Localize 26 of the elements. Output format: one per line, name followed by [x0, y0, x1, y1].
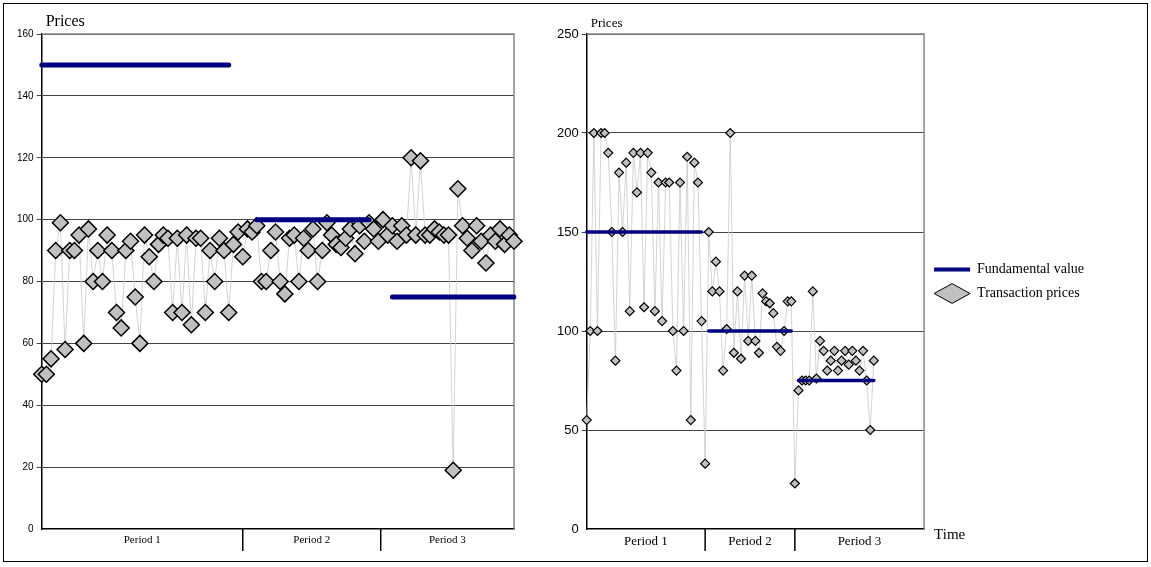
- text: Period 1: [624, 532, 668, 548]
- y-axis-title: Prices: [45, 12, 85, 30]
- y-tick-label: 140: [17, 89, 35, 101]
- text: Period 1: [123, 533, 161, 546]
- x-axis-title: Time: [934, 525, 966, 542]
- y-tick-label: 100: [556, 322, 579, 338]
- text: Period 3: [428, 533, 467, 546]
- y-axis-title: Prices: [590, 14, 623, 30]
- y-tick-label: 20: [22, 460, 35, 472]
- text: Period 3: [837, 532, 882, 548]
- y-tick-label: 250: [556, 25, 579, 41]
- y-tick-label: 50: [564, 421, 579, 437]
- y-tick-label: 160: [17, 27, 35, 39]
- y-tick-label: 40: [22, 399, 35, 410]
- y-tick-label: 80: [22, 275, 35, 287]
- y-tick-label: 60: [22, 337, 35, 349]
- legend-label: Transaction prices: [977, 285, 1080, 301]
- y-tick-label: 0: [28, 522, 35, 534]
- legend-label: Fundamental value: [977, 261, 1085, 277]
- y-tick-label: 150: [556, 223, 579, 239]
- y-tick-label: 100: [17, 213, 35, 225]
- y-tick-label: 200: [556, 124, 579, 140]
- text: Period 2: [728, 532, 772, 548]
- y-tick-label: 120: [17, 151, 35, 163]
- y-tick-label: 0: [571, 520, 579, 536]
- text: Period 2: [293, 533, 331, 546]
